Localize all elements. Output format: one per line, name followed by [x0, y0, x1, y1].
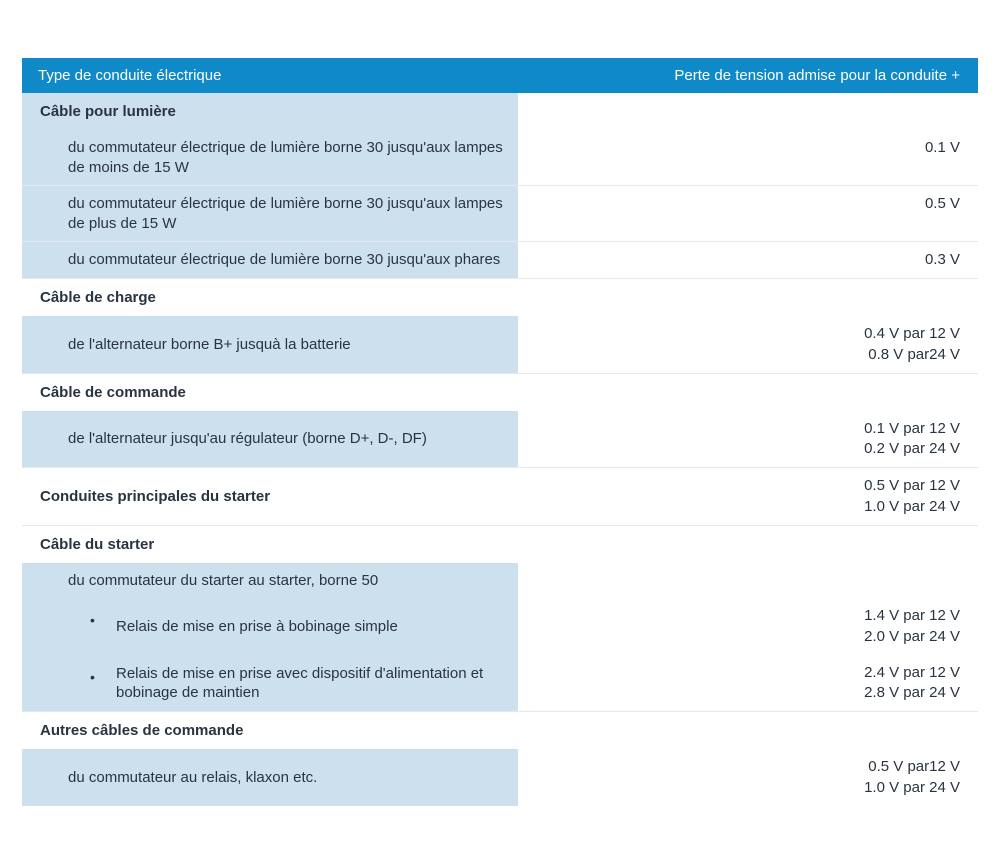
section-title-label: Câble du starter — [22, 525, 518, 563]
section-title-label: Autres câbles de commande — [22, 712, 518, 750]
row-value-line1: 1.4 V par 12 V — [864, 607, 960, 624]
bullet-label: Relais de mise en prise avec dispositif … — [90, 664, 504, 703]
row-value-line1: 2.4 V par 12 V — [864, 664, 960, 681]
row-label: de l'alternateur jusqu'au régulateur (bo… — [22, 411, 518, 468]
table-row: de l'alternateur jusqu'au régulateur (bo… — [22, 411, 978, 468]
row-value: 0.4 V par 12 V 0.8 V par24 V — [518, 316, 978, 373]
row-value-line2: 1.0 V par 24 V — [864, 779, 960, 796]
row-label: • Relais de mise en prise avec dispositi… — [22, 655, 518, 712]
section-title: Câble de commande — [22, 373, 978, 411]
row-value: 0.1 V — [518, 130, 978, 186]
row-value: 0.5 V par12 V 1.0 V par 24 V — [518, 749, 978, 806]
section-title-label: Câble de charge — [22, 279, 518, 317]
row-value-line1: 0.1 V par 12 V — [864, 420, 960, 437]
section-title-value — [518, 279, 978, 317]
row-value-line2: 2.0 V par 24 V — [864, 628, 960, 645]
section-title-value — [518, 525, 978, 563]
table-row: du commutateur électrique de lumière bor… — [22, 186, 978, 242]
table-row: • Relais de mise en prise avec dispositi… — [22, 655, 978, 712]
section-title-value — [518, 93, 978, 130]
table-row: du commutateur du starter au starter, bo… — [22, 563, 978, 599]
table-row: du commutateur électrique de lumière bor… — [22, 242, 978, 279]
row-value-line2: 1.0 V par 24 V — [864, 498, 960, 515]
table-row: de l'alternateur borne B+ jusquà la batt… — [22, 316, 978, 373]
row-value-line1: 0.4 V par 12 V — [864, 325, 960, 342]
row-label: du commutateur du starter au starter, bo… — [22, 563, 518, 599]
header-left: Type de conduite électrique — [22, 58, 518, 93]
section-title-value — [518, 373, 978, 411]
row-label: de l'alternateur borne B+ jusquà la batt… — [22, 316, 518, 373]
bullet-label: Relais de mise en prise à bobinage simpl… — [90, 617, 504, 637]
bullet-icon: • — [90, 611, 95, 629]
section-title-value: 0.5 V par 12 V 1.0 V par 24 V — [518, 468, 978, 526]
section-title: Conduites principales du starter 0.5 V p… — [22, 468, 978, 526]
row-value: 1.4 V par 12 V 2.0 V par 24 V — [518, 598, 978, 655]
row-value-line1: 0.5 V par 12 V — [864, 477, 960, 494]
section-title-label: Câble pour lumière — [22, 93, 518, 130]
row-value: 0.3 V — [518, 242, 978, 279]
row-value: 2.4 V par 12 V 2.8 V par 24 V — [518, 655, 978, 712]
section-title: Câble pour lumière — [22, 93, 978, 130]
section-title-label: Câble de commande — [22, 373, 518, 411]
section-title-value — [518, 712, 978, 750]
row-value — [518, 563, 978, 599]
row-value-line2: 2.8 V par 24 V — [864, 684, 960, 701]
section-title: Câble de charge — [22, 279, 978, 317]
section-title: Câble du starter — [22, 525, 978, 563]
row-value-line1: 0.5 V par12 V — [868, 758, 960, 775]
row-label: du commutateur électrique de lumière bor… — [22, 130, 518, 186]
section-title-label: Conduites principales du starter — [22, 468, 518, 526]
table-header-row: Type de conduite électrique Perte de ten… — [22, 58, 978, 93]
row-label: du commutateur au relais, klaxon etc. — [22, 749, 518, 806]
voltage-loss-table: Type de conduite électrique Perte de ten… — [22, 58, 978, 806]
row-value-line2: 0.2 V par 24 V — [864, 440, 960, 457]
row-label: du commutateur électrique de lumière bor… — [22, 186, 518, 242]
row-value: 0.5 V — [518, 186, 978, 242]
table-row: • Relais de mise en prise à bobinage sim… — [22, 598, 978, 655]
table-row: du commutateur au relais, klaxon etc. 0.… — [22, 749, 978, 806]
bullet-icon: • — [90, 668, 95, 686]
row-value: 0.1 V par 12 V 0.2 V par 24 V — [518, 411, 978, 468]
row-label: du commutateur électrique de lumière bor… — [22, 242, 518, 279]
header-right: Perte de tension admise pour la conduite… — [518, 58, 978, 93]
table-row: du commutateur électrique de lumière bor… — [22, 130, 978, 186]
section-title: Autres câbles de commande — [22, 712, 978, 750]
row-value-line2: 0.8 V par24 V — [868, 346, 960, 363]
row-label: • Relais de mise en prise à bobinage sim… — [22, 598, 518, 655]
